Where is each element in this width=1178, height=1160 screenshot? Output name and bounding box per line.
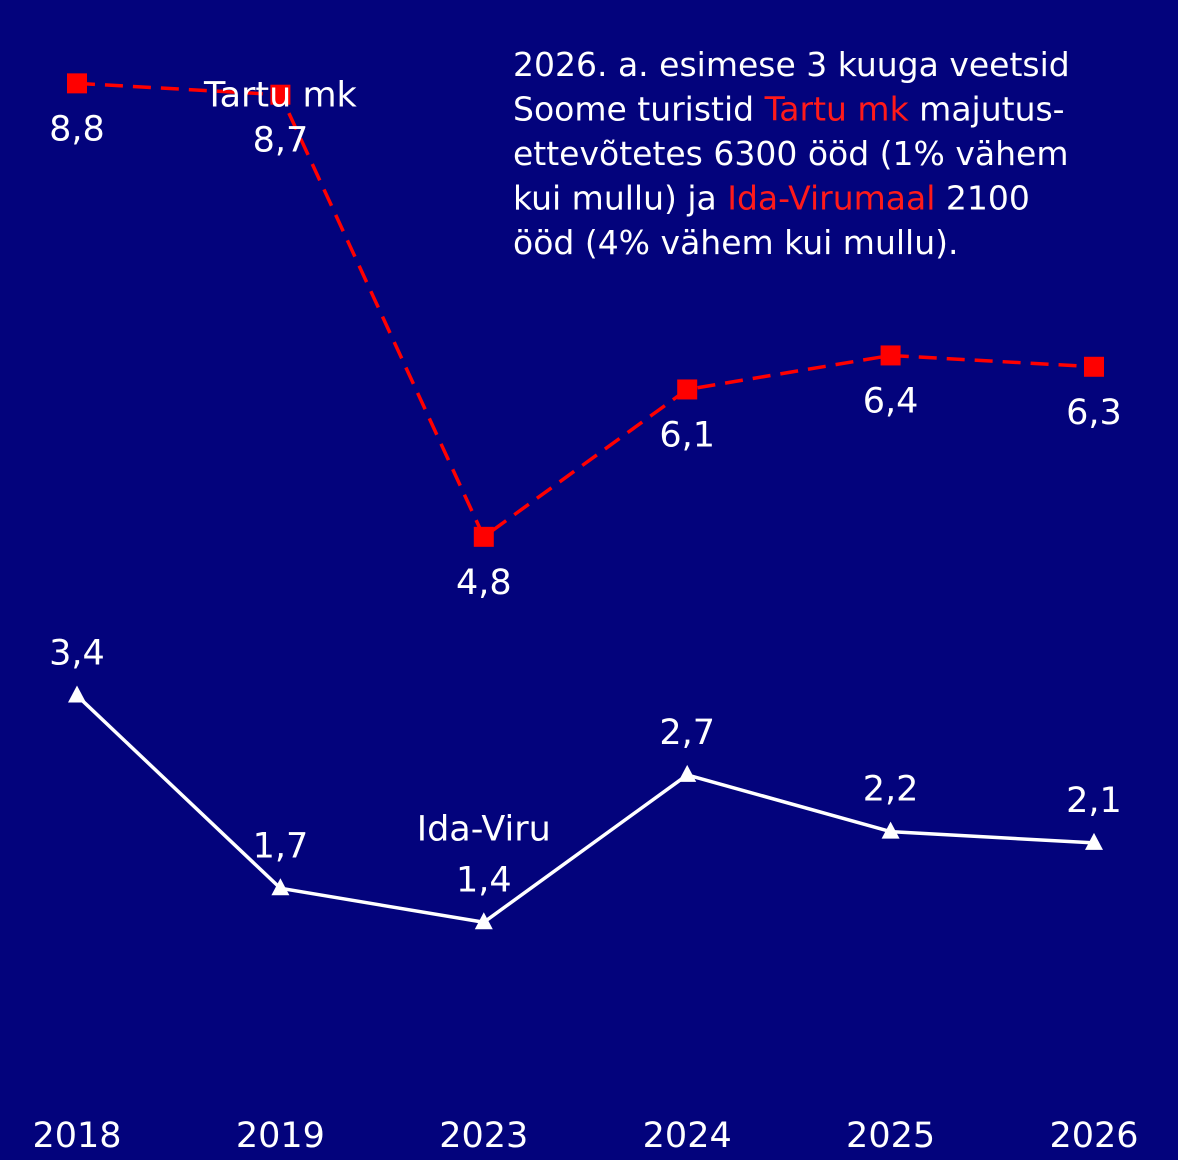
annotation-segment: ööd (4% vähem kui mullu). bbox=[513, 223, 958, 262]
marker bbox=[1085, 832, 1103, 850]
marker bbox=[474, 912, 493, 930]
annotation-segment: Tartu mk bbox=[764, 89, 910, 128]
x-tick-label: 2025 bbox=[846, 1116, 935, 1156]
data-label: 6,4 bbox=[863, 381, 919, 421]
data-label: 6,3 bbox=[1066, 393, 1122, 433]
annotation-line: ööd (4% vähem kui mullu). bbox=[513, 223, 958, 262]
data-label: 2,7 bbox=[659, 713, 715, 753]
annotation-line: Soome turistid Tartu mk majutus- bbox=[513, 89, 1065, 128]
marker bbox=[678, 764, 697, 782]
series-line bbox=[76, 81, 1095, 540]
marker bbox=[880, 345, 901, 366]
annotation-segment: 2100 bbox=[935, 178, 1029, 217]
data-label: 2,1 bbox=[1066, 781, 1122, 821]
series-line bbox=[75, 694, 1095, 925]
data-label: 6,1 bbox=[659, 415, 715, 455]
marker bbox=[67, 73, 87, 94]
marker bbox=[68, 685, 86, 703]
data-label: 8,8 bbox=[49, 109, 105, 149]
data-label: 3,4 bbox=[49, 634, 105, 674]
series-name: Ida-Viru bbox=[417, 809, 551, 849]
x-tick-label: 2024 bbox=[643, 1116, 732, 1156]
annotation-segment: ettevõtetes 6300 ööd (1% vähem bbox=[513, 134, 1069, 173]
marker bbox=[473, 526, 494, 547]
marker bbox=[270, 84, 291, 105]
marker bbox=[677, 379, 698, 400]
data-label: 2,2 bbox=[863, 770, 919, 810]
x-tick-label: 2026 bbox=[1049, 1116, 1138, 1156]
annotation-segment: 2026. a. esimese 3 kuuga veetsid bbox=[513, 45, 1070, 84]
annotation-segment: kui mullu) ja bbox=[513, 178, 727, 217]
marker bbox=[881, 821, 900, 839]
annotation-line: kui mullu) ja Ida-Virumaal 2100 bbox=[513, 178, 1030, 217]
marker bbox=[1084, 356, 1104, 377]
x-tick-label: 2019 bbox=[236, 1116, 325, 1156]
annotation-segment: Soome turistid bbox=[513, 89, 765, 128]
series-name: Tartu mk bbox=[203, 76, 358, 116]
annotation-segment: majutus- bbox=[909, 89, 1065, 128]
data-label: 1,7 bbox=[253, 826, 309, 866]
annotation-line: ettevõtetes 6300 ööd (1% vähem bbox=[513, 134, 1069, 173]
marker bbox=[271, 878, 290, 896]
data-label: 4,8 bbox=[456, 563, 512, 603]
annotation-line: 2026. a. esimese 3 kuuga veetsid bbox=[513, 45, 1070, 84]
data-label: 1,4 bbox=[456, 860, 512, 900]
x-tick-label: 2023 bbox=[439, 1116, 528, 1156]
x-tick-label: 2018 bbox=[32, 1116, 121, 1156]
data-label: 8,7 bbox=[253, 121, 309, 161]
annotation-segment: Ida-Virumaal bbox=[727, 178, 935, 217]
